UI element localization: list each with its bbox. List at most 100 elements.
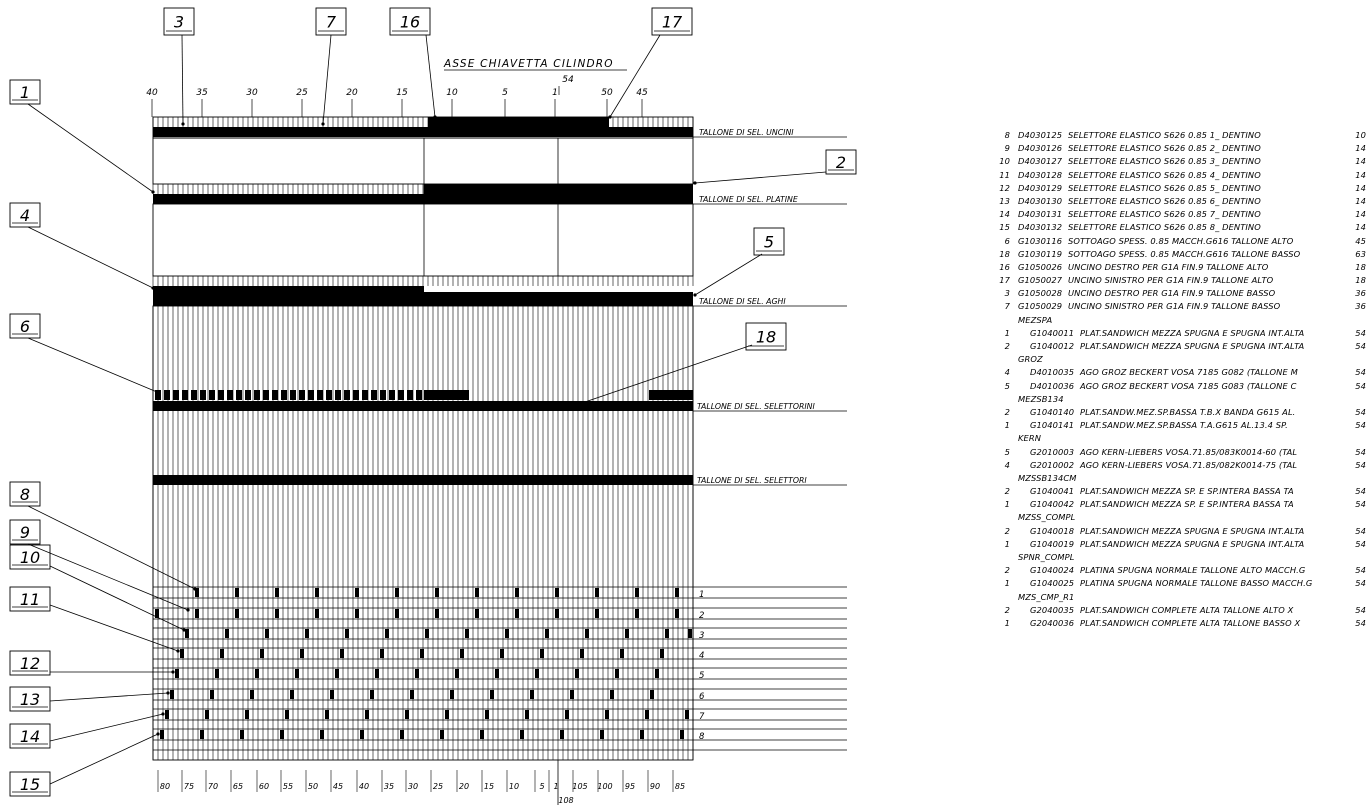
bom-code: G1030119: [1018, 248, 1063, 259]
callout-leader: [27, 226, 154, 289]
callout-leader: [609, 34, 661, 118]
selector-tooth: [375, 669, 379, 678]
bom-row: 18 G1030119 SOTTOAGO SPESS. 0.85 MACCH.G61…: [996, 249, 1368, 262]
bom-qty: 2: [1004, 525, 1010, 536]
selector-tooth: [465, 629, 469, 638]
bom-code: G2040035: [1030, 604, 1075, 615]
selector-tooth: [315, 609, 319, 618]
selettorini-tooth: [200, 390, 206, 400]
bom-row: 10 D4030127 SELETTORE ELASTICO S626 0.85 3…: [996, 156, 1368, 169]
selettorini-tooth: [380, 390, 386, 400]
bom-group-header: MEZSPA: [996, 315, 1368, 328]
selector-tooth: [395, 588, 399, 597]
bom-row: 3 G1050028 UNCINO DESTRO PER G1A FIN.9 TAL…: [996, 288, 1368, 301]
bom-code: G1040141: [1030, 420, 1075, 431]
scale-bottom-label: 10: [509, 782, 519, 791]
bom-desc: PLAT.SANDWICH MEZZA SPUGNA E SPUGNA INT.…: [1080, 341, 1305, 351]
bom-code: G1040018: [1030, 525, 1075, 536]
selettorini-tooth: [155, 390, 161, 400]
bom-total: 54: [1355, 420, 1366, 431]
bom-row: 2 G1040012 PLAT.SANDWICH MEZZA SPUGNA E SP…: [996, 341, 1368, 354]
bom-total: 54: [1355, 367, 1366, 378]
selector-tooth: [515, 609, 519, 618]
selector-tooth: [445, 710, 449, 719]
selector-tooth: [340, 649, 344, 658]
selector-tooth: [645, 710, 649, 719]
track-label-uncini: TALLONE DI SEL. UNCINI: [699, 128, 794, 137]
bom-total: 54: [1355, 406, 1366, 417]
callout-leader: [49, 713, 164, 742]
callout-leader: [694, 253, 763, 296]
selector-tooth: [435, 588, 439, 597]
selettorini-heel-band: [153, 401, 693, 411]
bom-group-header: MZSSB134CM: [996, 473, 1368, 486]
bom-qty: 10: [999, 156, 1010, 167]
bom-qty: 9: [1004, 143, 1010, 154]
bom-code: G1050026: [1018, 261, 1063, 272]
bom-qty: 8: [1004, 130, 1010, 140]
bom-group-name: SPNR_COMPL: [1018, 552, 1075, 562]
callout-leader: [49, 565, 185, 631]
callout-number-11: 11: [20, 590, 40, 609]
bom-qty: 4: [1004, 459, 1010, 470]
selettorini-tooth: [362, 390, 368, 400]
bom-total: 18: [1355, 275, 1366, 286]
callout-arrowhead: [433, 115, 437, 119]
selettorini-tooth: [281, 390, 287, 400]
selector-tooth: [335, 669, 339, 678]
bom-code: G1050027: [1018, 275, 1063, 286]
bom-qty: 4: [1004, 367, 1010, 378]
bom-group-name: MZSS_COMPL: [1018, 512, 1076, 523]
bom-group-name: MEZSB134: [1018, 393, 1064, 404]
bom-desc: SELETTORE ELASTICO S626 0.85 5_ DENTINO: [1068, 182, 1261, 193]
selector-tooth: [515, 588, 519, 597]
selector-tooth: [360, 730, 364, 739]
scale-bottom-label: 70: [208, 782, 218, 791]
selector-tooth: [195, 609, 199, 618]
bom-row: 13 D4030130 SELETTORE ELASTICO S626 0.85 6…: [996, 196, 1368, 209]
bom-row: 14 D4030131 SELETTORE ELASTICO S626 0.85 7…: [996, 209, 1368, 222]
callout-leader: [27, 505, 196, 590]
bom-row: 6 G1030116 SOTTOAGO SPESS. 0.85 MACCH.G616…: [996, 236, 1368, 249]
selector-tooth: [305, 629, 309, 638]
callout-number-18: 18: [756, 328, 776, 347]
selettorini-tooth: [344, 390, 350, 400]
scale-bottom-label: 100: [597, 782, 612, 791]
bom-desc: PLATINA SPUGNA NORMALE TALLONE ALTO MACC…: [1080, 565, 1306, 576]
callout-number-17: 17: [662, 13, 683, 32]
scale-bottom-label: 95: [625, 782, 635, 791]
selector-tooth: [320, 730, 324, 739]
selector-row-number: 6: [699, 692, 705, 702]
bom-code: D4010035: [1030, 367, 1075, 378]
bom-desc: AGO GROZ BECKERT VOSA 7185 G083 (TALLONE…: [1080, 380, 1297, 391]
scale-bottom-label: 75: [184, 782, 194, 791]
selector-tooth: [200, 730, 204, 739]
callout-box: [825, 149, 857, 175]
scale-bottom-label: 40: [359, 782, 369, 791]
callout-box: [9, 313, 41, 339]
bom-row: 1 G1040011 PLAT.SANDWICH MEZZA SPUGNA E SP…: [996, 328, 1368, 341]
callout-arrowhead: [176, 649, 180, 653]
selector-tooth: [170, 690, 174, 699]
bom-qty: 5: [1004, 446, 1010, 457]
bom-qty: 1: [1004, 538, 1010, 549]
track-label-platine: TALLONE DI SEL. PLATINE: [699, 195, 798, 204]
selector-tooth: [330, 690, 334, 699]
selector-tooth: [440, 730, 444, 739]
selettorini-tooth: [272, 390, 278, 400]
scale-bottom-label: 35: [384, 782, 394, 791]
bom-qty: 14: [999, 209, 1010, 220]
selector-tooth: [395, 609, 399, 618]
selettorini-tooth: [191, 390, 197, 400]
track-label-aghi: TALLONE DI SEL. AGHI: [699, 297, 786, 306]
bom-total: 36: [1355, 288, 1366, 299]
selector-tooth: [520, 730, 524, 739]
selettorini-tooth: [317, 390, 323, 400]
selector-row-number: 3: [699, 631, 704, 641]
bom-code: D4030131: [1018, 209, 1063, 220]
bom-desc: AGO GROZ BECKERT VOSA 7185 G082 (TALLONE…: [1080, 367, 1298, 378]
selector-tooth: [565, 710, 569, 719]
selector-tooth: [545, 629, 549, 638]
bom-qty: 1: [1004, 499, 1010, 510]
scale-bottom-label: 80: [160, 782, 170, 791]
